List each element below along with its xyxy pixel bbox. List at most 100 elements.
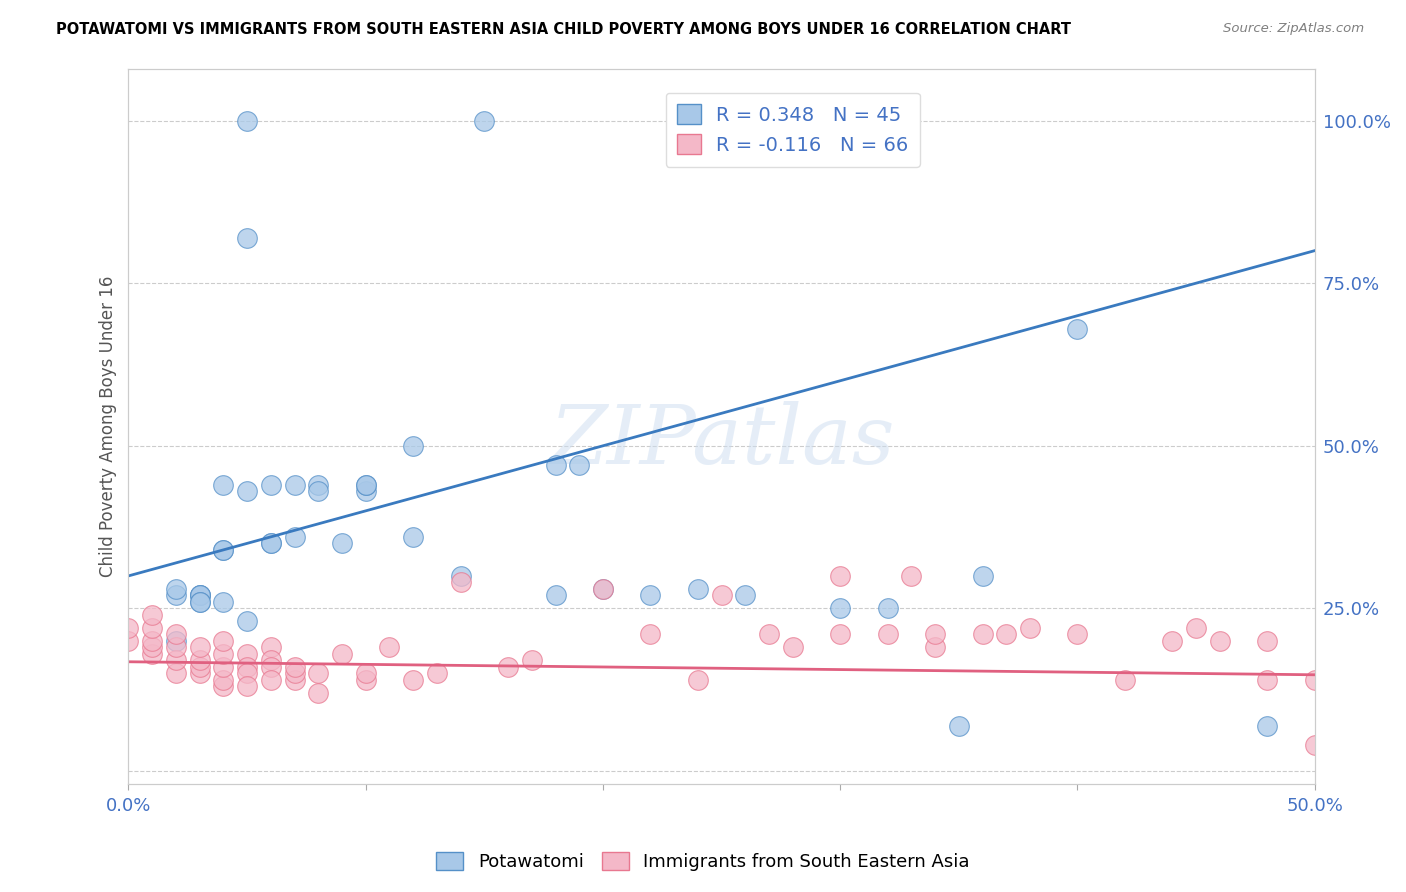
- Point: [236, 113, 259, 128]
- Point: [402, 530, 425, 544]
- Point: [592, 582, 614, 596]
- Point: [1256, 718, 1278, 732]
- Point: [236, 615, 259, 629]
- Point: [141, 647, 163, 661]
- Point: [165, 653, 187, 667]
- Point: [188, 660, 211, 674]
- Point: [1066, 322, 1088, 336]
- Point: [212, 634, 235, 648]
- Point: [165, 589, 187, 603]
- Point: [283, 660, 305, 674]
- Point: [924, 640, 946, 655]
- Point: [330, 536, 353, 550]
- Point: [402, 439, 425, 453]
- Point: [1256, 634, 1278, 648]
- Point: [544, 458, 567, 473]
- Point: [686, 582, 709, 596]
- Point: [188, 589, 211, 603]
- Text: POTAWATOMI VS IMMIGRANTS FROM SOUTH EASTERN ASIA CHILD POVERTY AMONG BOYS UNDER : POTAWATOMI VS IMMIGRANTS FROM SOUTH EAST…: [56, 22, 1071, 37]
- Point: [830, 569, 852, 583]
- Point: [165, 634, 187, 648]
- Legend: R = 0.348   N = 45, R = -0.116   N = 66: R = 0.348 N = 45, R = -0.116 N = 66: [665, 93, 920, 167]
- Point: [876, 601, 898, 615]
- Point: [236, 230, 259, 244]
- Point: [1303, 673, 1326, 687]
- Point: [710, 589, 733, 603]
- Point: [830, 113, 852, 128]
- Point: [426, 666, 449, 681]
- Point: [995, 627, 1018, 641]
- Point: [924, 627, 946, 641]
- Point: [450, 569, 472, 583]
- Point: [188, 666, 211, 681]
- Legend: Potawatomi, Immigrants from South Eastern Asia: Potawatomi, Immigrants from South Easter…: [429, 845, 977, 879]
- Point: [141, 640, 163, 655]
- Point: [900, 569, 922, 583]
- Point: [236, 666, 259, 681]
- Point: [260, 478, 283, 492]
- Point: [1019, 621, 1042, 635]
- Point: [1209, 634, 1232, 648]
- Point: [1185, 621, 1208, 635]
- Point: [260, 660, 283, 674]
- Point: [212, 680, 235, 694]
- Point: [1114, 673, 1136, 687]
- Point: [188, 595, 211, 609]
- Point: [307, 686, 329, 700]
- Point: [354, 673, 377, 687]
- Point: [165, 582, 187, 596]
- Point: [117, 634, 139, 648]
- Point: [165, 627, 187, 641]
- Point: [1303, 738, 1326, 752]
- Point: [1256, 673, 1278, 687]
- Point: [212, 660, 235, 674]
- Point: [472, 113, 495, 128]
- Point: [640, 627, 662, 641]
- Point: [188, 589, 211, 603]
- Point: [686, 673, 709, 687]
- Point: [260, 536, 283, 550]
- Point: [830, 601, 852, 615]
- Point: [1161, 634, 1184, 648]
- Point: [450, 575, 472, 590]
- Point: [212, 478, 235, 492]
- Point: [307, 484, 329, 499]
- Text: ZIPatlas: ZIPatlas: [548, 401, 894, 481]
- Point: [354, 478, 377, 492]
- Point: [520, 653, 543, 667]
- Point: [212, 542, 235, 557]
- Point: [141, 634, 163, 648]
- Point: [496, 660, 519, 674]
- Point: [188, 595, 211, 609]
- Point: [188, 640, 211, 655]
- Point: [758, 627, 780, 641]
- Point: [165, 640, 187, 655]
- Point: [307, 666, 329, 681]
- Point: [354, 478, 377, 492]
- Point: [378, 640, 401, 655]
- Point: [876, 627, 898, 641]
- Point: [260, 536, 283, 550]
- Point: [141, 621, 163, 635]
- Point: [283, 673, 305, 687]
- Point: [236, 647, 259, 661]
- Point: [734, 589, 756, 603]
- Point: [1066, 627, 1088, 641]
- Point: [283, 666, 305, 681]
- Point: [236, 680, 259, 694]
- Point: [402, 673, 425, 687]
- Point: [117, 621, 139, 635]
- Point: [236, 484, 259, 499]
- Point: [188, 589, 211, 603]
- Point: [354, 484, 377, 499]
- Point: [592, 582, 614, 596]
- Point: [212, 595, 235, 609]
- Point: [165, 666, 187, 681]
- Point: [141, 607, 163, 622]
- Point: [354, 666, 377, 681]
- Point: [283, 478, 305, 492]
- Point: [236, 660, 259, 674]
- Point: [283, 530, 305, 544]
- Point: [972, 627, 994, 641]
- Point: [260, 640, 283, 655]
